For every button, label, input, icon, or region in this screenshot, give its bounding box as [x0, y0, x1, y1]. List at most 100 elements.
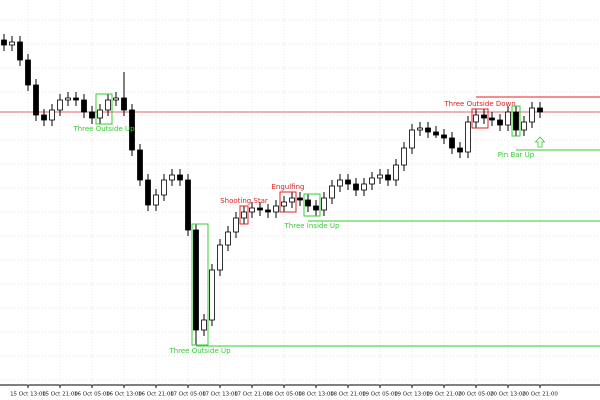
candle-body	[105, 99, 111, 111]
pattern-label: Three Outside Down	[443, 100, 515, 108]
x-tick-label: 16 Oct 05:00	[74, 392, 110, 398]
candle-body	[337, 179, 343, 187]
x-tick-label: 18 Oct 21:00	[330, 392, 366, 398]
x-tick-label: 17 Oct 13:00	[202, 392, 238, 398]
candle-body	[193, 229, 199, 331]
candle-body	[329, 185, 335, 199]
x-tick-label: 19 Oct 13:00	[394, 392, 430, 398]
candle-body	[1, 39, 7, 46]
candle-body	[401, 147, 407, 166]
candle-body	[65, 97, 71, 101]
candle-body	[201, 319, 207, 331]
candle-body	[313, 205, 319, 211]
candle-body	[369, 177, 375, 185]
candle-body	[321, 197, 327, 211]
pattern-label: Three Outside Up	[72, 125, 135, 133]
x-tick-label: 17 Oct 05:00	[170, 392, 206, 398]
candle-body	[273, 205, 279, 213]
pattern-box	[95, 93, 113, 125]
candle-body	[97, 109, 103, 119]
candle-body	[81, 99, 87, 113]
candle-body	[153, 194, 159, 206]
candle-body	[505, 111, 511, 126]
candle-body	[217, 244, 223, 271]
x-tick-label: 18 Oct 05:00	[266, 392, 302, 398]
x-tick-label: 18 Oct 13:00	[298, 392, 334, 398]
candle-body	[529, 107, 535, 123]
candle-body	[489, 117, 495, 121]
candle-body	[481, 114, 487, 119]
candle-body	[9, 41, 15, 46]
candle-body	[33, 84, 39, 116]
pattern-box	[279, 191, 297, 213]
candle-body	[137, 149, 143, 181]
candle-body	[129, 109, 135, 151]
candle-body	[417, 127, 423, 131]
candle-body	[209, 269, 215, 321]
candle-body	[145, 179, 151, 206]
candle-body	[225, 231, 231, 246]
pattern-label: Engulfing	[272, 183, 305, 191]
x-tick-label: 15 Oct 13:00	[10, 392, 46, 398]
candle-body	[305, 199, 311, 207]
candle-body	[73, 97, 79, 101]
candle-body	[113, 97, 119, 101]
candle-body	[497, 119, 503, 126]
candle-body	[241, 211, 247, 219]
candle-body	[161, 179, 167, 196]
candle-body	[425, 127, 431, 133]
x-tick-label: 19 Oct 21:00	[426, 392, 462, 398]
candle-body	[345, 179, 351, 185]
candle-body	[41, 114, 47, 121]
pattern-label: Three Inside Up	[284, 222, 340, 230]
x-tick-label: 20 Oct 13:00	[490, 392, 526, 398]
candle-body	[257, 207, 263, 211]
candle-body	[49, 109, 55, 121]
candle-body	[441, 134, 447, 139]
x-tick-label: 20 Oct 05:00	[458, 392, 494, 398]
pattern-box	[303, 193, 321, 217]
candle-body	[185, 179, 191, 231]
x-tick-label: 19 Oct 05:00	[362, 392, 398, 398]
x-tick-label: 17 Oct 21:00	[234, 392, 270, 398]
candle-body	[89, 111, 95, 119]
candle-body	[393, 164, 399, 181]
pattern-box	[511, 105, 521, 137]
candle-body	[385, 174, 391, 181]
candle-body	[377, 174, 383, 179]
x-tick-label: 20 Oct 21:00	[522, 392, 558, 398]
candle-body	[121, 97, 127, 111]
candle-body	[169, 174, 175, 181]
candle-body	[289, 197, 295, 203]
candle-body	[233, 217, 239, 233]
candle-body	[177, 174, 183, 181]
candle-body	[457, 147, 463, 153]
candle-body	[537, 107, 543, 113]
pattern-label: Pin Bar Up	[498, 151, 535, 159]
candle-body	[473, 114, 479, 123]
x-tick-label: 16 Oct 21:00	[138, 392, 174, 398]
candle-body	[57, 99, 63, 111]
candle-body	[297, 197, 303, 201]
candle-body	[361, 183, 367, 191]
candle-body	[409, 129, 415, 149]
candle-body	[521, 121, 527, 131]
candle-body	[513, 111, 519, 131]
candle-body	[449, 137, 455, 149]
candle-body	[17, 41, 23, 61]
candle-body	[353, 183, 359, 191]
x-tick-label: 16 Oct 13:00	[106, 392, 142, 398]
pattern-box	[239, 205, 249, 225]
x-tick-label: 15 Oct 21:00	[42, 392, 78, 398]
candle-body	[249, 207, 255, 213]
candle-body	[433, 131, 439, 136]
pattern-label: Shooting Star	[220, 197, 268, 205]
pin-arrow	[534, 136, 546, 148]
pattern-box	[471, 108, 489, 129]
pattern-box	[191, 223, 209, 346]
pattern-label: Three Outside Up	[168, 347, 231, 355]
candle-body	[265, 209, 271, 213]
candle-body	[25, 59, 31, 86]
